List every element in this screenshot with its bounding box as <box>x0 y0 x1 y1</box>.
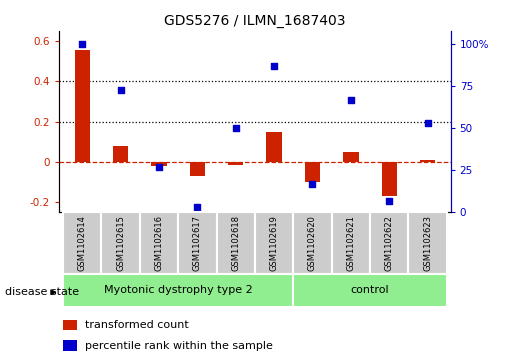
Point <box>385 198 393 204</box>
FancyBboxPatch shape <box>332 212 370 274</box>
FancyBboxPatch shape <box>294 274 447 307</box>
Bar <box>266 132 282 162</box>
Text: GSM1102615: GSM1102615 <box>116 215 125 271</box>
Bar <box>151 162 167 166</box>
Text: GSM1102622: GSM1102622 <box>385 215 394 271</box>
Point <box>423 121 432 126</box>
Text: GSM1102621: GSM1102621 <box>347 215 355 271</box>
Text: transformed count: transformed count <box>84 320 188 330</box>
Text: GSM1102618: GSM1102618 <box>231 215 240 271</box>
Text: GSM1102617: GSM1102617 <box>193 215 202 271</box>
Text: GSM1102614: GSM1102614 <box>78 215 87 271</box>
FancyBboxPatch shape <box>255 212 294 274</box>
FancyBboxPatch shape <box>63 274 294 307</box>
Text: GSM1102623: GSM1102623 <box>423 215 432 271</box>
Text: Myotonic dystrophy type 2: Myotonic dystrophy type 2 <box>104 285 252 295</box>
Text: percentile rank within the sample: percentile rank within the sample <box>84 341 272 351</box>
Point <box>270 63 278 69</box>
FancyBboxPatch shape <box>63 212 101 274</box>
FancyBboxPatch shape <box>408 212 447 274</box>
Bar <box>228 162 244 165</box>
Bar <box>75 50 90 162</box>
Point <box>155 164 163 170</box>
Point <box>116 87 125 93</box>
Bar <box>420 160 435 162</box>
Point <box>193 204 201 210</box>
Point <box>347 97 355 103</box>
Bar <box>190 162 205 176</box>
Text: GSM1102619: GSM1102619 <box>270 215 279 271</box>
Bar <box>113 146 128 162</box>
Bar <box>305 162 320 182</box>
FancyBboxPatch shape <box>294 212 332 274</box>
Point <box>308 181 317 187</box>
Text: GSM1102620: GSM1102620 <box>308 215 317 271</box>
FancyBboxPatch shape <box>140 212 178 274</box>
Text: control: control <box>351 285 389 295</box>
Text: disease state: disease state <box>5 287 79 297</box>
Point <box>78 41 87 47</box>
Title: GDS5276 / ILMN_1687403: GDS5276 / ILMN_1687403 <box>164 15 346 28</box>
Bar <box>343 152 358 162</box>
FancyBboxPatch shape <box>101 212 140 274</box>
Bar <box>63 320 77 330</box>
Bar <box>63 340 77 351</box>
Point <box>232 126 240 131</box>
Text: GSM1102616: GSM1102616 <box>154 215 163 271</box>
FancyBboxPatch shape <box>216 212 255 274</box>
FancyBboxPatch shape <box>370 212 408 274</box>
Bar <box>382 162 397 196</box>
FancyBboxPatch shape <box>178 212 216 274</box>
